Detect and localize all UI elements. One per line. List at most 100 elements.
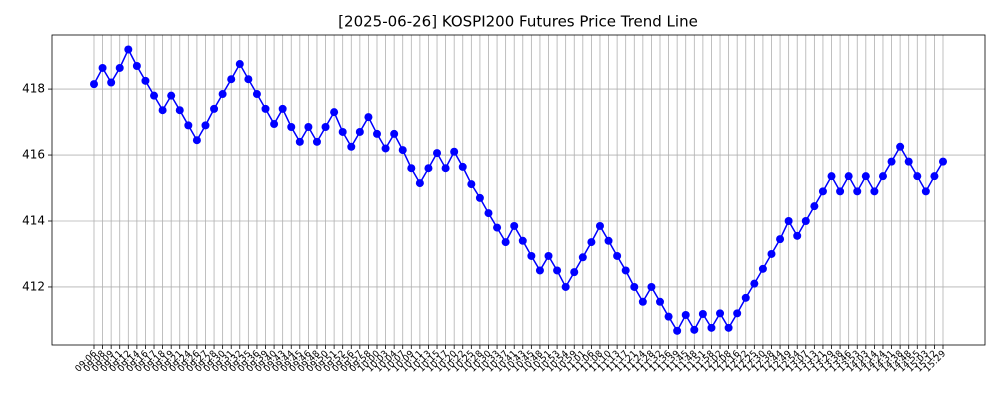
point xyxy=(518,236,527,245)
point xyxy=(210,104,219,113)
grid xyxy=(52,35,985,345)
point xyxy=(192,136,201,145)
point xyxy=(535,266,544,275)
point xyxy=(458,162,467,171)
point xyxy=(381,144,390,153)
point xyxy=(904,157,913,166)
point xyxy=(527,251,536,260)
point xyxy=(818,187,827,196)
point xyxy=(98,63,107,72)
point xyxy=(878,172,887,181)
point xyxy=(107,78,116,87)
point xyxy=(175,106,184,115)
point xyxy=(767,249,776,258)
point xyxy=(278,104,287,113)
point xyxy=(141,76,150,85)
point xyxy=(758,264,767,273)
point xyxy=(647,282,656,291)
point xyxy=(698,310,707,318)
point xyxy=(896,142,905,151)
point xyxy=(441,164,450,173)
point xyxy=(861,172,870,181)
point xyxy=(707,323,716,332)
point xyxy=(287,123,296,132)
point xyxy=(690,325,699,334)
point xyxy=(398,146,407,155)
point xyxy=(364,113,373,122)
point xyxy=(261,104,270,113)
point xyxy=(347,142,356,151)
y-tick-label: 414 xyxy=(22,214,45,228)
point xyxy=(801,217,810,225)
point xyxy=(132,62,141,70)
point xyxy=(338,127,347,136)
point xyxy=(595,221,604,230)
point xyxy=(939,157,947,166)
y-tick-label: 416 xyxy=(22,148,45,162)
point xyxy=(201,121,210,130)
point xyxy=(664,312,673,321)
point xyxy=(510,221,519,230)
point xyxy=(424,164,433,173)
plot-frame xyxy=(51,34,986,346)
point xyxy=(90,80,98,89)
chart-title: [2025-06-26] KOSPI200 Futures Price Tren… xyxy=(338,13,698,31)
point xyxy=(638,297,647,306)
point xyxy=(673,326,682,335)
point xyxy=(544,251,553,260)
point xyxy=(475,193,484,202)
point xyxy=(578,253,587,262)
point xyxy=(235,60,244,69)
point xyxy=(604,236,613,245)
point xyxy=(553,266,562,275)
point xyxy=(158,106,167,115)
point xyxy=(467,180,476,189)
point xyxy=(750,279,759,288)
point xyxy=(784,217,793,225)
point xyxy=(741,293,750,302)
point xyxy=(613,251,622,260)
point xyxy=(930,172,939,181)
point xyxy=(587,238,596,247)
point xyxy=(321,123,330,132)
point xyxy=(450,147,459,156)
y-tick-label: 418 xyxy=(22,82,45,96)
point xyxy=(355,127,364,136)
point xyxy=(484,209,493,218)
point xyxy=(124,45,133,54)
y-tick-label: 412 xyxy=(22,279,45,293)
point xyxy=(716,309,725,318)
point xyxy=(167,91,176,100)
point xyxy=(870,187,879,196)
point xyxy=(561,282,570,291)
point xyxy=(407,164,416,173)
point xyxy=(184,121,193,130)
point xyxy=(150,91,159,100)
point xyxy=(921,187,930,196)
point xyxy=(304,123,313,132)
point xyxy=(493,223,502,232)
point xyxy=(115,63,124,72)
point xyxy=(827,172,836,181)
point xyxy=(810,202,819,211)
point xyxy=(776,235,785,244)
point xyxy=(724,323,733,332)
point xyxy=(570,268,579,277)
point xyxy=(373,129,381,138)
price-line xyxy=(93,47,944,333)
point xyxy=(433,149,442,158)
point xyxy=(621,266,630,275)
point xyxy=(681,310,690,319)
point xyxy=(501,238,510,247)
point xyxy=(244,75,253,84)
point xyxy=(312,137,321,146)
point xyxy=(227,75,236,84)
point xyxy=(218,90,227,99)
point xyxy=(630,282,639,291)
point xyxy=(836,187,845,196)
point xyxy=(656,297,664,306)
point xyxy=(913,172,922,181)
point xyxy=(887,157,896,166)
point xyxy=(270,120,279,129)
